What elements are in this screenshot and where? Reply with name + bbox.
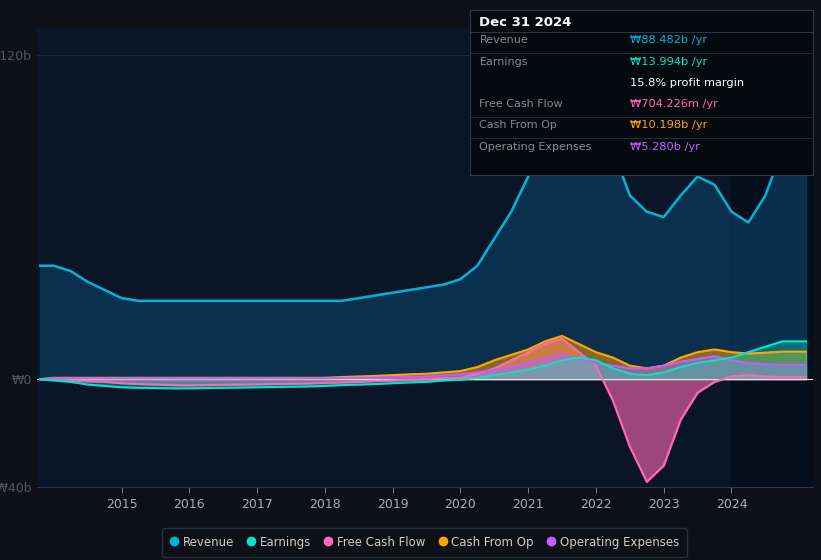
Text: ₩10.198b /yr: ₩10.198b /yr [630,120,707,130]
Text: Earnings: Earnings [479,57,528,67]
Text: ₩13.994b /yr: ₩13.994b /yr [630,57,707,67]
Bar [732,28,813,487]
Text: Free Cash Flow: Free Cash Flow [479,99,563,109]
Text: Cash From Op: Cash From Op [479,120,557,130]
Text: Revenue: Revenue [479,35,528,45]
Legend: Revenue, Earnings, Free Cash Flow, Cash From Op, Operating Expenses: Revenue, Earnings, Free Cash Flow, Cash … [163,528,687,557]
Text: Dec 31 2024: Dec 31 2024 [479,16,572,29]
Text: Operating Expenses: Operating Expenses [479,142,592,152]
Text: ₩5.280b /yr: ₩5.280b /yr [630,142,699,152]
Text: ₩704.226m /yr: ₩704.226m /yr [630,99,718,109]
Text: ₩88.482b /yr: ₩88.482b /yr [630,35,707,45]
Text: 15.8% profit margin: 15.8% profit margin [630,78,744,88]
